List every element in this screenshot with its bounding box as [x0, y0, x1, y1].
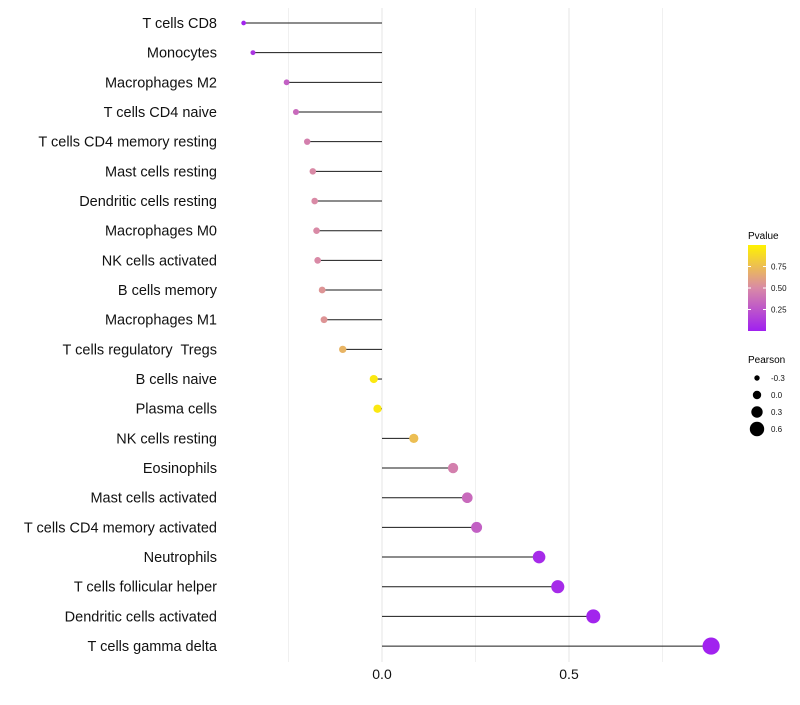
- lollipop-point: [320, 316, 328, 324]
- y-axis-label: T cells CD4 memory resting: [38, 135, 217, 151]
- x-axis-tick-label: 0.0: [372, 666, 392, 682]
- pvalue-legend: Pvalue 0.75 0.50 0.25: [748, 231, 787, 331]
- lollipop-point: [283, 79, 290, 86]
- lollipop-point: [241, 20, 246, 26]
- pearson-legend: Pearson -0.3 0.0 0.3 0.6: [748, 355, 785, 437]
- y-axis-label: Eosinophils: [143, 461, 217, 477]
- y-axis-label: Monocytes: [147, 46, 217, 62]
- lollipop-point: [304, 138, 311, 145]
- y-axis-label: T cells CD4 naive: [104, 105, 217, 121]
- gridlines: [288, 8, 663, 662]
- lollipop-point: [702, 637, 720, 655]
- lollipop-point: [586, 609, 601, 624]
- lollipop-point: [471, 521, 483, 533]
- lollipop-point: [313, 227, 320, 235]
- lollipop-stems: [243, 22, 712, 647]
- y-axis-labels: T cells CD8 Monocytes Macrophages M2 T cell…: [24, 16, 218, 655]
- pearson-legend-key: [754, 375, 760, 381]
- y-axis-label: Plasma cells: [136, 402, 217, 418]
- y-axis-label: NK cells resting: [116, 431, 217, 447]
- pvalue-legend-label: 0.25: [771, 306, 787, 315]
- lollipop-point: [551, 580, 565, 594]
- y-axis-label: Mast cells activated: [90, 491, 217, 507]
- pvalue-legend-label: 0.75: [771, 263, 787, 272]
- pearson-legend-title: Pearson: [748, 355, 785, 366]
- pearson-legend-key: [752, 390, 762, 400]
- y-axis-label: T cells regulatory Tregs: [63, 342, 217, 358]
- y-axis-label: T cells follicular helper: [74, 580, 217, 596]
- lollipop-point: [461, 492, 473, 504]
- y-axis-label: NK cells activated: [102, 253, 217, 269]
- pearson-legend-key: [751, 406, 763, 418]
- lollipop-point: [314, 257, 322, 264]
- y-axis-label: Dendritic cells resting: [79, 194, 217, 210]
- lollipop-point: [447, 462, 459, 474]
- lollipop-point: [311, 197, 318, 205]
- y-axis-label: T cells CD8: [142, 16, 217, 32]
- lollipop-point: [309, 168, 317, 175]
- pvalue-colorbar: [748, 245, 766, 331]
- x-axis-labels: 0.0 0.5: [372, 666, 579, 682]
- y-axis-label: Dendritic cells activated: [65, 609, 217, 625]
- y-axis-label: Macrophages M0: [105, 224, 217, 240]
- lollipop-point: [369, 374, 378, 384]
- pvalue-legend-label: 0.50: [771, 284, 787, 293]
- lollipop-point: [409, 433, 419, 444]
- pearson-legend-label: -0.3: [771, 374, 785, 383]
- lollipop-point: [292, 108, 300, 116]
- lollipop-point: [373, 404, 382, 413]
- pearson-legend-label: 0.3: [771, 408, 783, 417]
- y-axis-label: T cells gamma delta: [88, 639, 218, 655]
- y-axis-label: B cells naive: [136, 372, 217, 388]
- pearson-legend-key: [749, 421, 765, 437]
- y-axis-label: B cells memory: [118, 283, 218, 299]
- y-axis-label: Neutrophils: [144, 550, 217, 566]
- y-axis-label: Macrophages M2: [105, 75, 217, 91]
- x-axis-tick-label: 0.5: [559, 666, 579, 682]
- lollipop-point: [250, 50, 256, 56]
- pvalue-legend-title: Pvalue: [748, 231, 779, 242]
- y-axis-label: Macrophages M1: [105, 313, 217, 329]
- pearson-legend-label: 0.6: [771, 425, 783, 434]
- y-axis-label: Mast cells resting: [105, 164, 217, 180]
- lollipop-points: [241, 20, 720, 655]
- lollipop-point: [318, 286, 326, 294]
- lollipop-point: [532, 550, 546, 564]
- lollipop-point: [339, 345, 347, 354]
- y-axis-label: T cells CD4 memory activated: [24, 520, 217, 536]
- pearson-legend-label: 0.0: [771, 391, 783, 400]
